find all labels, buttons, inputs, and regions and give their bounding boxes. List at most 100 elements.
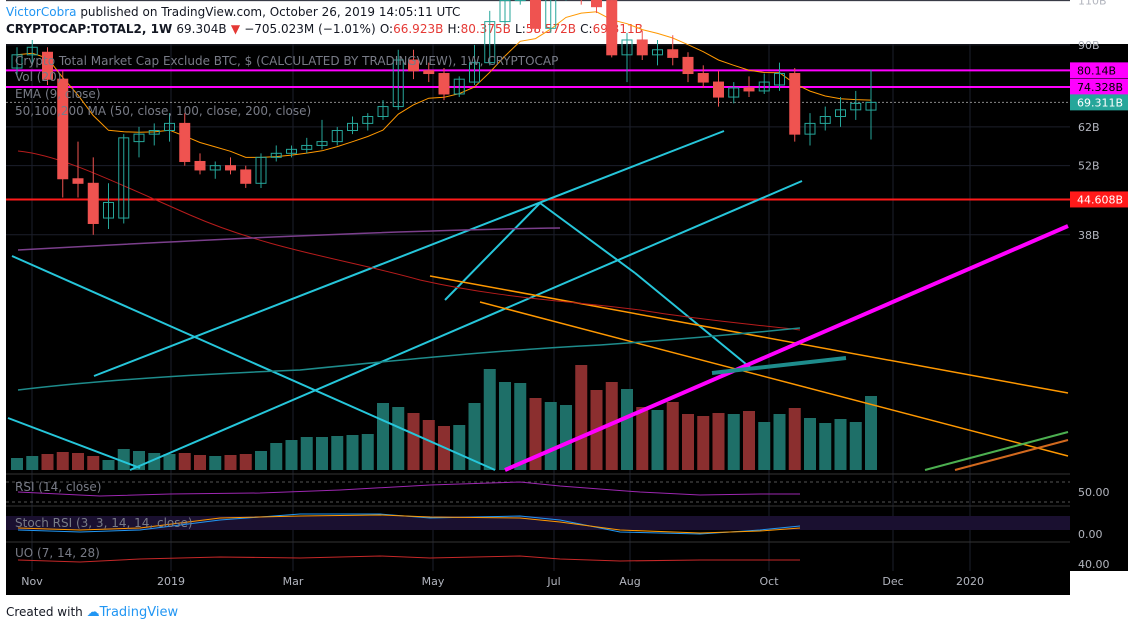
low-key: L: (515, 22, 526, 36)
candle-body (530, 0, 541, 29)
cyan-base-line (711, 356, 847, 375)
price-tag-label: 80.14B (1077, 64, 1116, 77)
volume-bar (865, 396, 877, 470)
volume-bar (514, 383, 527, 470)
volume-bar (636, 407, 649, 470)
volume-bar (316, 437, 328, 470)
down-arrow-icon: ▼ (230, 22, 241, 36)
candle-body (697, 73, 709, 83)
green-trend-line (924, 431, 1069, 471)
candle-body (103, 201, 114, 219)
high-key: H: (447, 22, 461, 36)
candle-body (392, 59, 404, 108)
candle-body (377, 106, 389, 118)
wave-line (444, 202, 541, 301)
candle-body (804, 122, 816, 135)
candle-body (26, 46, 38, 56)
downtrend-line (11, 255, 496, 471)
candle-body (87, 182, 99, 224)
time-axis[interactable] (6, 571, 1070, 595)
candle-body (545, 0, 557, 29)
channel-base-line (7, 417, 141, 469)
stoch-tick: 0.00 (1078, 528, 1103, 541)
open-value: 66.923B (393, 22, 444, 36)
volume-bar (468, 403, 481, 470)
candle-body (728, 87, 740, 98)
candle-body (774, 73, 785, 86)
rsi-tick: 50.00 (1078, 486, 1110, 499)
candle-body (11, 54, 23, 69)
candle-body (194, 160, 206, 171)
candle-body (514, 0, 526, 2)
volume-bar (270, 443, 283, 470)
volume-bar (117, 449, 130, 470)
author-link[interactable]: VictorCobra (6, 5, 77, 19)
publish-info: published on TradingView.com, October 26… (80, 5, 461, 19)
candle-body (499, 0, 511, 23)
tradingview-brand[interactable]: TradingView (99, 605, 179, 620)
candle-body (453, 78, 465, 95)
ohlc-line: CRYPTOCAP:TOTAL2, 1W 69.304B ▼ −705.023M… (6, 22, 643, 36)
candle-body (682, 56, 694, 75)
candle-body (240, 169, 252, 184)
volume-bar (224, 455, 237, 470)
candle-body (667, 49, 679, 58)
candle-body (621, 39, 633, 56)
volume-bar (804, 418, 816, 470)
candle-body (301, 144, 313, 150)
resistance-line (429, 275, 1069, 394)
time-tick-label: Mar (283, 575, 304, 588)
candle-body (42, 51, 53, 80)
tradingview-logo-icon: ☁ (86, 605, 100, 620)
wave-line (539, 202, 636, 274)
last-price: 69.304B (176, 22, 227, 36)
volume-bar (331, 436, 344, 470)
rsi-line (17, 481, 800, 497)
lower-orange-line (954, 439, 1069, 471)
stoch-d-line (17, 514, 801, 534)
chart-title: Crypto Total Market Cap Exclude BTC, $ (… (15, 54, 558, 68)
volume-bar (743, 411, 755, 470)
symbol-label: CRYPTOCAP:TOTAL2, 1W (6, 22, 173, 36)
price-change: −705.023M (−1.01%) (244, 22, 376, 36)
price-tick-label: 110B (1078, 0, 1107, 8)
volume-bar (255, 451, 267, 470)
volume-bar (544, 402, 557, 470)
volume-bar (346, 435, 359, 470)
high-value: 80.375B (460, 22, 511, 36)
volume-bar (849, 422, 862, 470)
time-tick-label: 2020 (956, 575, 984, 588)
candle-body (347, 122, 358, 132)
price-tag (1070, 191, 1128, 208)
open-key: O: (379, 22, 394, 36)
price-tick-label: 62B (1078, 121, 1100, 134)
candle-body (209, 165, 221, 171)
candle-body (865, 101, 877, 111)
volume-bar (285, 440, 298, 470)
price-tag (1070, 94, 1128, 111)
volume-bar (529, 398, 542, 470)
stoch-band (6, 516, 1070, 530)
volume-bar (56, 452, 69, 470)
volume-bar (575, 365, 588, 470)
candle-body (469, 62, 480, 83)
price-tick-label: 90B (1078, 39, 1100, 52)
volume-bar (499, 382, 511, 470)
volume-bar (727, 414, 740, 470)
volume-bar (194, 455, 206, 470)
candle-body (286, 148, 297, 154)
volume-bar (666, 402, 679, 470)
time-tick-label: Oct (759, 575, 779, 588)
candle-body (606, 0, 618, 56)
ema-legend: EMA (9, close) (15, 87, 101, 101)
volume-bar (407, 413, 420, 470)
candle-body (758, 81, 770, 92)
candle-body (316, 141, 328, 146)
volume-bar (209, 456, 222, 470)
volume-bar (605, 382, 618, 470)
price-axis[interactable] (1070, 44, 1128, 571)
volume-bar (422, 420, 435, 470)
stoch-k-line (17, 513, 801, 535)
candle-body (484, 21, 496, 64)
